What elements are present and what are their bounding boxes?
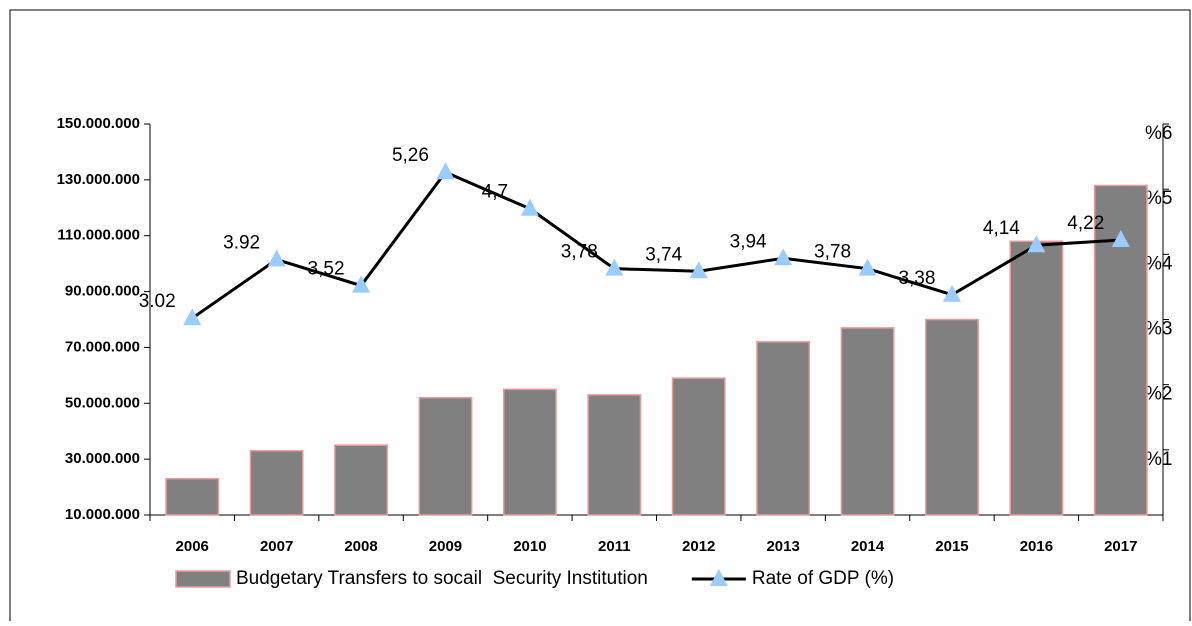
marker xyxy=(774,248,793,266)
bar xyxy=(925,318,979,516)
marker xyxy=(267,249,286,267)
x-tick-label: 2013 xyxy=(766,538,799,555)
data-label: 3,78 xyxy=(814,242,851,263)
marker xyxy=(1027,235,1046,253)
marker xyxy=(858,258,877,276)
data-label: 5,26 xyxy=(392,145,429,166)
bar xyxy=(165,477,220,516)
x-tick-label: 2016 xyxy=(1020,538,1053,555)
x-tick-label: 2007 xyxy=(260,538,293,555)
y2-tick-label: %3 xyxy=(1145,319,1172,340)
x-tick-label: 2008 xyxy=(344,538,377,555)
line xyxy=(191,170,1121,320)
bar xyxy=(671,377,726,516)
data-label: 3,74 xyxy=(645,244,682,265)
y-tick-label: 90.000.000 xyxy=(65,283,140,300)
bar xyxy=(1009,240,1064,516)
y2-tick-label: %1 xyxy=(1145,449,1172,470)
y-tick-label: 110.000.000 xyxy=(57,227,140,244)
data-label: 3,38 xyxy=(898,268,935,289)
x-tick-label: 2012 xyxy=(682,538,715,555)
y-tick-label: 130.000.000 xyxy=(57,171,140,188)
y2-tick-label: %2 xyxy=(1145,384,1172,405)
legend-swatch xyxy=(175,570,231,588)
marker xyxy=(689,261,708,279)
data-label: 4,22 xyxy=(1067,213,1104,234)
y-tick-label: 150.000.000 xyxy=(57,115,140,132)
marker xyxy=(520,198,539,216)
y-tick-label: 50.000.000 xyxy=(65,394,140,411)
y-tick-label: 30.000.000 xyxy=(65,450,140,467)
y2-tick-label: %5 xyxy=(1145,188,1172,209)
marker xyxy=(352,275,371,293)
data-label: 3,52 xyxy=(308,259,345,280)
legend-label: Budgetary Transfers to socail Security I… xyxy=(236,568,648,589)
bar xyxy=(756,341,811,516)
x-tick-label: 2015 xyxy=(935,538,968,555)
x-tick-label: 2009 xyxy=(429,538,462,555)
data-label: 3,78 xyxy=(561,242,598,263)
y2-tick-label: %4 xyxy=(1145,253,1173,274)
legend-label: Rate of GDP (%) xyxy=(752,568,894,589)
x-tick-label: 2006 xyxy=(176,538,209,555)
marker xyxy=(942,284,961,302)
marker xyxy=(436,162,455,180)
marker xyxy=(183,308,202,326)
y-tick-label: 70.000.000 xyxy=(65,338,140,355)
marker xyxy=(1111,229,1130,247)
x-tick-label: 2010 xyxy=(513,538,546,555)
y-tick-label: 10.000.000 xyxy=(65,506,140,523)
y2-tick-label: %6 xyxy=(1145,123,1172,144)
x-tick-label: 2017 xyxy=(1104,538,1137,555)
legend-marker xyxy=(709,569,728,586)
x-tick-label: 2014 xyxy=(851,538,885,555)
data-label: 4,14 xyxy=(983,218,1020,239)
bar xyxy=(840,327,895,516)
data-label: 3,94 xyxy=(730,231,767,252)
chart-frame xyxy=(9,9,1191,626)
marker xyxy=(605,258,624,276)
data-label: 3.02 xyxy=(139,291,176,312)
bar xyxy=(418,396,473,516)
x-tick-label: 2011 xyxy=(598,538,631,555)
data-label: 4,7 xyxy=(482,182,508,203)
bar xyxy=(334,444,388,516)
bar xyxy=(502,388,557,516)
bar xyxy=(587,394,642,516)
data-label: 3.92 xyxy=(223,233,260,254)
bar xyxy=(249,450,304,516)
